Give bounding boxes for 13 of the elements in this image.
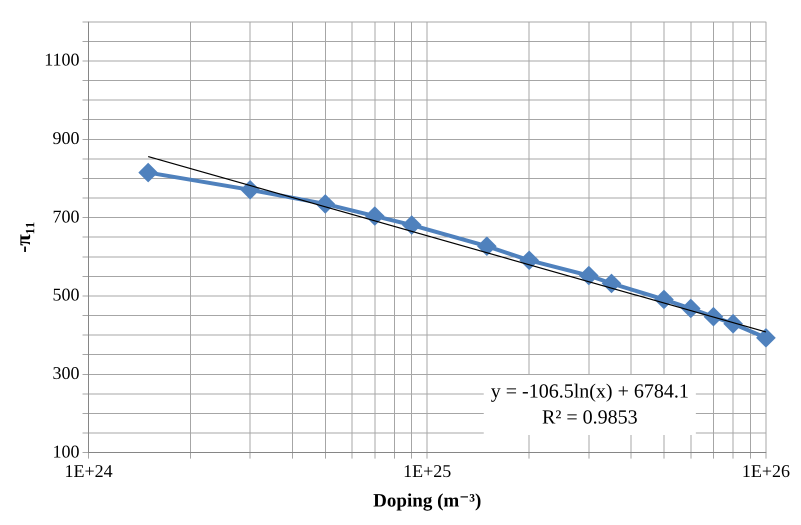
x-tick-label: 1E+25 [403, 461, 452, 482]
y-tick-label: 1100 [44, 50, 80, 70]
x-tick-label: 1E+24 [64, 461, 113, 482]
annotation: R² = 0.9853 [542, 406, 638, 428]
y-tick-label: 900 [52, 128, 80, 148]
y-tick-label: 700 [52, 206, 80, 226]
x-tick-label: 1E+26 [742, 461, 790, 482]
annotation: y = -106.5ln(x) + 6784.1 [490, 380, 689, 402]
y-tick-label: 100 [52, 441, 80, 462]
x-axis-title: Doping (m⁻³) [373, 490, 482, 512]
y-axis-title: -π₁₁ [11, 222, 36, 253]
y-tick-label: 300 [52, 363, 80, 384]
y-tick-label: 500 [52, 284, 80, 305]
